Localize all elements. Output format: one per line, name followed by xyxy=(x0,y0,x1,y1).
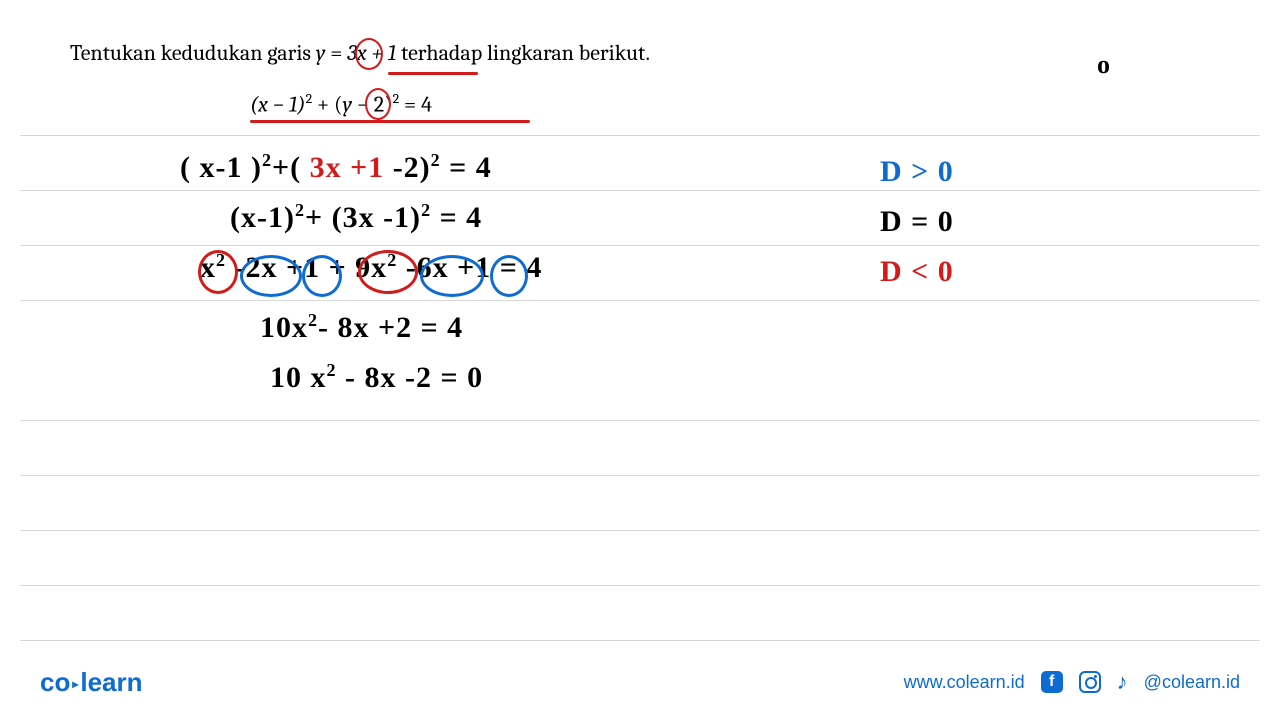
logo-learn: learn xyxy=(80,667,142,697)
work-line: (x-1)2+ (3x -1)2 = 4 xyxy=(230,200,482,235)
work-fragment: 2 xyxy=(216,250,226,270)
circle-eq-y: y xyxy=(342,91,351,117)
circle-eq-d: = 4 xyxy=(404,91,432,117)
work-fragment: + (3x -1) xyxy=(305,201,421,234)
work-fragment: 2 xyxy=(421,200,431,220)
stray-zero-mark: o xyxy=(1097,50,1110,80)
work-fragment: -2x +1 + 9x xyxy=(226,251,387,284)
work-fragment: 2 xyxy=(295,200,305,220)
work-line: ( x-1 )2+( 3x +1 -2)2 = 4 xyxy=(180,150,492,185)
work-fragment: x xyxy=(200,251,216,284)
ruled-line xyxy=(20,300,1260,301)
problem-line-2: (x − 1)2 + (y − 2)2 = 4 xyxy=(250,90,432,117)
work-fragment: -2) xyxy=(384,151,430,184)
work-fragment: = 4 xyxy=(441,151,492,184)
work-fragment: 2 xyxy=(431,150,441,170)
footer: co▸learn www.colearn.id f ♪ @colearn.id xyxy=(0,662,1280,702)
work-fragment: - 8x -2 = 0 xyxy=(337,361,484,394)
circle-eq-b: + ( xyxy=(317,91,342,117)
footer-handle: @colearn.id xyxy=(1144,672,1240,693)
work-fragment: 2 xyxy=(387,250,397,270)
problem-line-1: Tentukan kedudukan garis y = 3x + 1 terh… xyxy=(70,40,650,66)
work-line: x2 -2x +1 + 9x2 -6x +1 = 4 xyxy=(200,250,542,285)
colearn-logo: co▸learn xyxy=(40,667,143,698)
problem-eq-mid: = xyxy=(330,40,347,66)
discriminant-note: D = 0 xyxy=(880,205,954,239)
discriminant-note: D > 0 xyxy=(880,155,954,189)
work-line: 10x2- 8x +2 = 4 xyxy=(260,310,463,345)
work-fragment: 2 xyxy=(262,150,272,170)
ruled-line xyxy=(20,420,1260,421)
work-fragment: (x-1) xyxy=(230,201,295,234)
footer-right: www.colearn.id f ♪ @colearn.id xyxy=(904,669,1240,695)
problem-rhs: 3x + 1 xyxy=(347,40,396,66)
work-fragment: ( x-1 ) xyxy=(180,151,262,184)
work-fragment: 2 xyxy=(327,360,337,380)
circle-eq-sup2: 2 xyxy=(393,90,400,107)
circle-eq-c: − 2) xyxy=(352,91,393,117)
tiktok-icon: ♪ xyxy=(1117,669,1128,695)
ruled-line xyxy=(20,530,1260,531)
work-fragment: 10x xyxy=(260,311,308,344)
ruled-line xyxy=(20,640,1260,641)
ruled-line xyxy=(20,135,1260,136)
work-fragment: - 8x +2 = 4 xyxy=(318,311,463,344)
work-fragment: +( xyxy=(272,151,310,184)
work-fragment: 2 xyxy=(308,310,318,330)
instagram-icon xyxy=(1079,671,1101,693)
facebook-icon: f xyxy=(1041,671,1063,693)
work-line: 10 x2 - 8x -2 = 0 xyxy=(270,360,483,395)
work-fragment: 10 x xyxy=(270,361,327,394)
circle-eq-a: (x − 1) xyxy=(250,91,306,117)
logo-dot: ▸ xyxy=(70,677,80,691)
circle-eq-sup1: 2 xyxy=(306,90,313,107)
work-fragment: -6x +1 = 4 xyxy=(397,251,542,284)
underline-circle-eq xyxy=(250,120,530,123)
ruled-line xyxy=(20,585,1260,586)
work-fragment: = 4 xyxy=(431,201,482,234)
footer-url: www.colearn.id xyxy=(904,672,1025,693)
problem-y: y xyxy=(316,40,325,66)
underline-3x1 xyxy=(388,72,478,75)
discriminant-note: D < 0 xyxy=(880,255,954,289)
logo-co: co xyxy=(40,667,70,697)
problem-prefix: Tentukan kedudukan garis xyxy=(70,40,316,66)
page-canvas: Tentukan kedudukan garis y = 3x + 1 terh… xyxy=(0,0,1280,720)
ruled-line xyxy=(20,245,1260,246)
ruled-line xyxy=(20,475,1260,476)
problem-suffix: terhadap lingkaran berikut. xyxy=(401,40,650,66)
ruled-line xyxy=(20,190,1260,191)
work-fragment: 3x +1 xyxy=(310,151,385,184)
